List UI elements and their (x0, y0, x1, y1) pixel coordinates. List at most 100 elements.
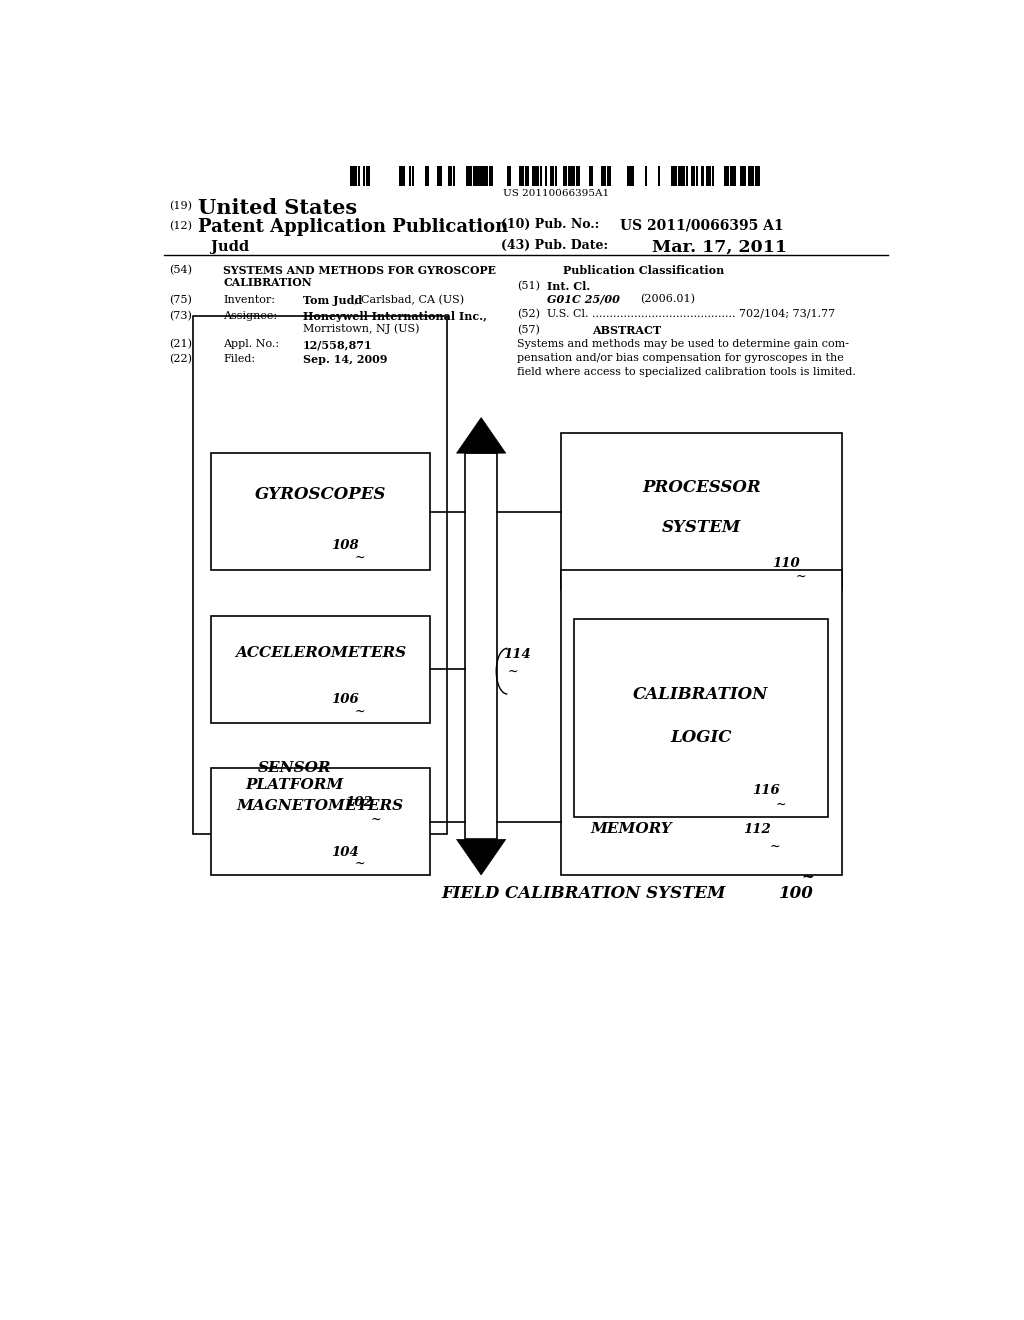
Text: G01C 25/00: G01C 25/00 (547, 293, 620, 305)
Bar (509, 166, 511, 186)
Bar (507, 166, 509, 186)
Bar (550, 166, 554, 186)
Text: (51): (51) (517, 281, 540, 292)
Bar (453, 166, 455, 186)
Text: 114: 114 (504, 648, 531, 661)
Text: , Carlsbad, CA (US): , Carlsbad, CA (US) (354, 294, 464, 305)
Text: SYSTEM: SYSTEM (662, 519, 741, 536)
Bar (604, 166, 606, 186)
Bar (755, 166, 760, 186)
Text: (21): (21) (169, 339, 193, 350)
Bar (466, 166, 472, 186)
Bar (696, 166, 698, 186)
Text: LOGIC: LOGIC (671, 729, 732, 746)
Text: Mar. 17, 2011: Mar. 17, 2011 (652, 239, 786, 256)
Text: (19): (19) (169, 201, 193, 211)
Text: MEMORY: MEMORY (591, 822, 673, 837)
Text: 100: 100 (778, 886, 814, 902)
Text: (2006.01): (2006.01) (640, 293, 695, 304)
Bar (712, 166, 714, 186)
Text: CALIBRATION: CALIBRATION (223, 277, 312, 288)
Text: Patent Application Publication: Patent Application Publication (198, 218, 508, 236)
Bar (606, 166, 608, 186)
Bar (211, 453, 430, 570)
Bar (748, 166, 750, 186)
Text: US 2011/0066395 A1: US 2011/0066395 A1 (620, 218, 783, 232)
Text: (54): (54) (169, 265, 193, 276)
Bar (486, 166, 488, 186)
Text: (75): (75) (169, 294, 193, 305)
Text: U.S. Cl. ......................................... 702/104; 73/1.77: U.S. Cl. ...............................… (547, 309, 836, 319)
Text: ~: ~ (769, 840, 779, 853)
Text: ~: ~ (355, 550, 366, 564)
Bar (399, 166, 406, 186)
Text: Systems and methods may be used to determine gain com-
pensation and/or bias com: Systems and methods may be used to deter… (517, 339, 856, 376)
Bar (447, 166, 452, 186)
Text: United States: United States (198, 198, 357, 218)
Text: FIELD CALIBRATION SYSTEM: FIELD CALIBRATION SYSTEM (441, 886, 726, 902)
Bar (707, 166, 711, 186)
Bar (412, 166, 414, 186)
Text: 106: 106 (332, 693, 359, 706)
Text: (73): (73) (169, 312, 193, 321)
Text: MAGNETOMETERS: MAGNETOMETERS (237, 799, 404, 813)
Bar (724, 166, 729, 186)
Text: ~: ~ (355, 705, 366, 718)
Bar (364, 166, 366, 186)
Bar (437, 166, 441, 186)
Bar (657, 166, 660, 186)
Text: ~: ~ (801, 870, 814, 884)
Bar (574, 619, 828, 817)
Bar (540, 166, 542, 186)
Bar (560, 570, 842, 875)
Text: (12): (12) (169, 222, 193, 232)
Text: Judd: Judd (211, 240, 250, 253)
Bar (678, 166, 685, 186)
Bar (473, 166, 477, 186)
Text: 102: 102 (345, 796, 373, 809)
Text: Int. Cl.: Int. Cl. (547, 281, 590, 293)
Text: ~: ~ (796, 570, 806, 583)
Bar (701, 166, 703, 186)
Bar (358, 166, 360, 186)
Bar (686, 166, 688, 186)
Text: CALIBRATION: CALIBRATION (633, 685, 769, 702)
Bar (369, 166, 371, 186)
Text: 110: 110 (772, 557, 800, 570)
Text: Sep. 14, 2009: Sep. 14, 2009 (303, 354, 387, 364)
Text: US 20110066395A1: US 20110066395A1 (504, 189, 609, 198)
Text: Inventor:: Inventor: (223, 294, 275, 305)
Text: ACCELEROMETERS: ACCELEROMETERS (234, 645, 406, 660)
Bar (425, 166, 429, 186)
Bar (545, 166, 547, 186)
FancyArrow shape (457, 417, 506, 453)
Text: ~: ~ (775, 797, 786, 810)
Bar (532, 166, 537, 186)
Bar (538, 166, 540, 186)
Bar (524, 166, 528, 186)
Bar (194, 315, 447, 834)
Text: 12/558,871: 12/558,871 (303, 339, 372, 350)
Text: Assignee:: Assignee: (223, 312, 278, 321)
Bar (691, 166, 695, 186)
Text: Filed:: Filed: (223, 354, 255, 363)
Text: PROCESSOR: PROCESSOR (642, 479, 761, 496)
Bar (366, 166, 368, 186)
Bar (519, 166, 523, 186)
Bar (601, 166, 603, 186)
Text: (57): (57) (517, 325, 540, 335)
Bar (589, 166, 593, 186)
Text: Morristown, NJ (US): Morristown, NJ (US) (303, 323, 419, 334)
Text: (10) Pub. No.:: (10) Pub. No.: (501, 218, 599, 231)
Bar (483, 166, 485, 186)
Bar (729, 166, 736, 186)
Bar (488, 166, 493, 186)
Text: ~: ~ (355, 857, 366, 870)
Text: (22): (22) (169, 354, 193, 364)
Bar (465, 453, 497, 840)
Text: Publication Classification: Publication Classification (563, 265, 724, 276)
Bar (560, 433, 842, 590)
Text: 116: 116 (752, 784, 779, 797)
Bar (568, 166, 574, 186)
Text: Honeywell International Inc.,: Honeywell International Inc., (303, 312, 486, 322)
